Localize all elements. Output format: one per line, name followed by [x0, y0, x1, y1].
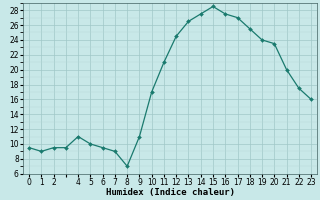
X-axis label: Humidex (Indice chaleur): Humidex (Indice chaleur) — [106, 188, 235, 197]
